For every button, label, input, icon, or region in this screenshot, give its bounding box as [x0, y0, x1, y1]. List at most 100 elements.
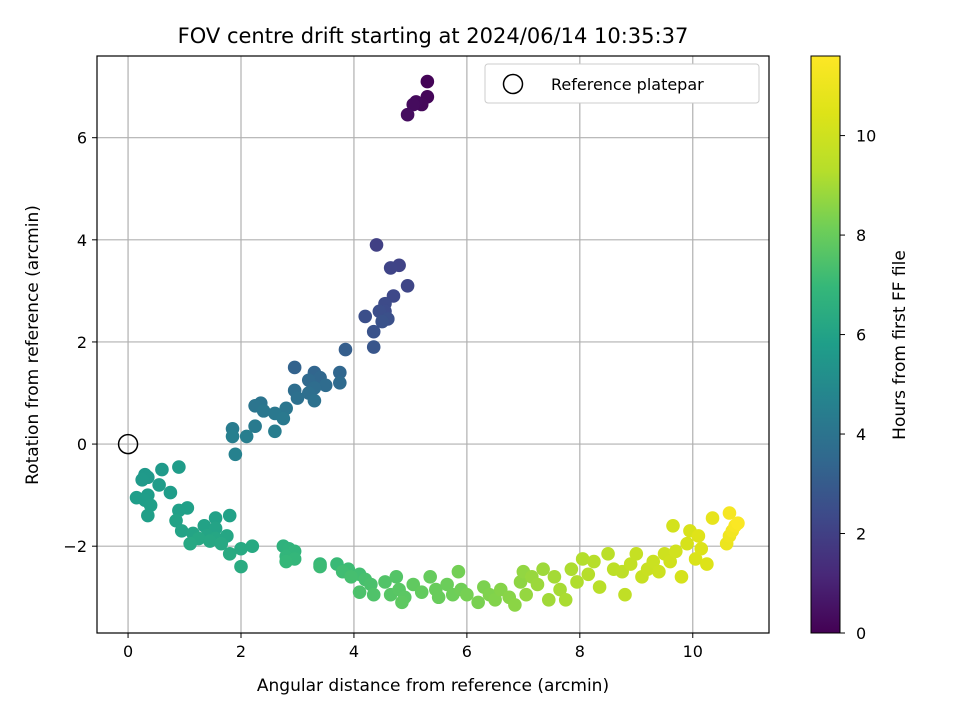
- colorbar-tick-label: 0: [856, 624, 866, 643]
- colorbar-tick-label: 4: [856, 425, 866, 444]
- data-point: [460, 587, 474, 602]
- data-point: [618, 587, 632, 602]
- data-point: [731, 516, 745, 531]
- grid: [97, 56, 769, 633]
- data-point: [575, 552, 590, 566]
- data-point: [163, 485, 178, 500]
- data-point: [344, 570, 358, 584]
- data-point: [587, 554, 601, 569]
- legend-box: [484, 63, 760, 104]
- data-point: [369, 238, 384, 252]
- data-point: [553, 582, 567, 597]
- data-point: [208, 511, 223, 525]
- colorbar-label: Hours from first FF file: [890, 250, 910, 440]
- chart-title: FOV centre drift starting at 2024/06/14 …: [178, 24, 689, 48]
- data-point: [364, 577, 378, 592]
- data-point: [389, 570, 404, 584]
- data-point: [646, 554, 661, 569]
- data-point: [183, 536, 197, 551]
- data-point: [722, 506, 737, 520]
- y-tick-label: 6: [77, 129, 87, 148]
- data-point: [172, 460, 186, 474]
- data-point: [174, 524, 189, 538]
- data-point: [169, 513, 183, 528]
- colorbar-tick-label: 8: [856, 226, 866, 245]
- data-point: [536, 562, 550, 576]
- data-point: [234, 541, 248, 556]
- data-point: [691, 529, 706, 543]
- data-point: [508, 598, 522, 612]
- y-axis-ticks: −2 0 2 4 6: [63, 129, 97, 556]
- data-point: [152, 478, 166, 492]
- data-point: [141, 508, 155, 523]
- data-point: [333, 375, 347, 390]
- data-point: [688, 552, 703, 566]
- data-point: [228, 447, 243, 462]
- data-point: [541, 593, 556, 607]
- colorbar-tick-label: 10: [856, 127, 876, 146]
- data-point: [256, 404, 271, 418]
- data-point: [366, 587, 381, 602]
- data-point: [581, 567, 596, 582]
- data-point: [420, 74, 435, 89]
- colorbar-tick-label: 6: [856, 326, 866, 345]
- data-point: [358, 309, 373, 324]
- data-point: [451, 564, 466, 579]
- y-tick-label: 2: [77, 333, 87, 352]
- data-point: [431, 590, 446, 605]
- data-point: [666, 518, 680, 533]
- data-point: [366, 340, 381, 354]
- y-axis-label: Rotation from reference (arcmin): [23, 205, 43, 485]
- data-point: [570, 575, 584, 589]
- data-point: [279, 554, 293, 569]
- data-point: [239, 429, 254, 444]
- data-point: [705, 511, 720, 525]
- data-point: [135, 473, 149, 487]
- data-point: [669, 544, 683, 559]
- data-point: [652, 564, 666, 579]
- data-point: [313, 559, 327, 574]
- data-point: [287, 360, 302, 375]
- x-axis-ticks: 0 2 4 6 8 10: [123, 633, 703, 661]
- data-point: [440, 577, 454, 592]
- data-point: [214, 536, 229, 551]
- x-axis-label: Angular distance from reference (arcmin): [257, 676, 609, 696]
- data-point: [378, 575, 392, 589]
- data-point: [234, 559, 248, 574]
- x-tick-label: 2: [236, 642, 246, 661]
- data-point: [203, 534, 217, 548]
- data-point: [547, 570, 562, 584]
- data-point: [222, 508, 237, 523]
- plot-frame: [96, 55, 770, 634]
- data-point: [395, 595, 409, 610]
- reference-marker: [117, 433, 139, 455]
- data-point: [663, 554, 677, 569]
- data-point: [307, 393, 322, 408]
- y-tick-label: 4: [77, 231, 87, 250]
- data-point: [290, 391, 305, 405]
- scatter-points: [129, 74, 745, 612]
- data-point: [197, 518, 212, 533]
- colorbar: 0 2 4 6 8 10 Hours from first FF file: [810, 55, 910, 643]
- data-point: [694, 541, 709, 556]
- x-tick-label: 6: [462, 642, 472, 661]
- data-point: [423, 570, 437, 584]
- data-point: [279, 401, 293, 416]
- x-tick-label: 0: [123, 642, 133, 661]
- data-point: [225, 429, 240, 444]
- colorbar-gradient: [810, 55, 841, 634]
- data-point: [318, 378, 333, 393]
- data-point: [680, 536, 694, 551]
- data-point: [366, 324, 381, 339]
- data-point: [276, 411, 291, 426]
- data-point: [400, 278, 415, 293]
- data-point: [592, 580, 607, 594]
- x-tick-label: 4: [349, 642, 359, 661]
- data-point: [700, 557, 714, 571]
- y-tick-label: −2: [63, 537, 87, 556]
- legend-reference-marker: [502, 73, 524, 95]
- data-point: [623, 557, 638, 571]
- data-point: [519, 587, 533, 602]
- plot-area: 0 2 4 6 8 10 −2 0 2 4 6: [63, 55, 770, 661]
